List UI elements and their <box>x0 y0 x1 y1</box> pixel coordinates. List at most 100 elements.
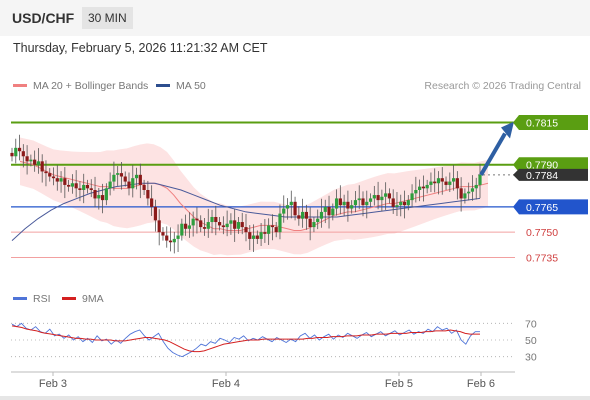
candle-body <box>372 195 376 199</box>
candle <box>176 224 180 253</box>
level-tag-box <box>513 115 588 131</box>
candle-body <box>180 223 184 236</box>
candle-body <box>202 227 207 229</box>
candle <box>240 212 244 235</box>
candle <box>463 188 467 204</box>
candle <box>338 185 342 215</box>
timeframe-selector[interactable]: 30 MIN <box>82 7 133 29</box>
candle <box>304 204 308 230</box>
candle-body <box>350 205 354 209</box>
time-tick-label: Feb 4 <box>212 378 240 390</box>
candle-body <box>357 198 361 201</box>
candle-body <box>338 198 342 206</box>
candle <box>251 224 256 253</box>
candle <box>433 168 437 193</box>
candle-body <box>70 183 74 187</box>
level-tag-text: 0.7735 <box>526 252 558 264</box>
candle-body <box>123 176 127 182</box>
candle <box>93 176 97 208</box>
candle <box>146 180 150 206</box>
candle-body <box>410 193 414 201</box>
candle-body <box>89 188 93 190</box>
candle-body <box>93 190 97 199</box>
candle-body <box>127 181 131 189</box>
candle <box>323 199 327 224</box>
candle-body <box>44 171 48 174</box>
candle <box>319 198 324 228</box>
candle <box>285 198 290 220</box>
candle <box>248 225 252 251</box>
candle <box>202 217 207 236</box>
candle-body <box>150 198 154 207</box>
candle <box>153 199 158 232</box>
candle <box>119 162 124 190</box>
candle <box>29 154 33 167</box>
instrument-symbol: USD/CHF <box>12 10 75 26</box>
candle <box>221 216 225 235</box>
candle <box>17 134 22 161</box>
candle <box>206 208 210 238</box>
candle-body <box>285 205 290 209</box>
time-tick-label: Feb 5 <box>385 378 413 390</box>
candle <box>361 191 365 217</box>
level-tag-text: 0.7765 <box>526 202 558 214</box>
candle-body <box>187 225 191 229</box>
candle <box>165 226 169 248</box>
candle-body <box>157 220 161 233</box>
candle-body <box>361 198 365 206</box>
candle <box>150 185 154 216</box>
candle-body <box>21 151 25 157</box>
candle-body <box>33 159 37 165</box>
candle-body <box>134 174 139 179</box>
bollinger-band-layer <box>20 137 488 256</box>
candle-body <box>116 173 120 175</box>
candle-body <box>165 235 169 241</box>
candle <box>33 150 37 172</box>
candle <box>270 214 275 241</box>
rsi-ma-legend: 9MA <box>62 293 104 305</box>
candle-body <box>433 181 437 184</box>
candle-body <box>459 188 463 199</box>
candle <box>467 182 471 201</box>
candle-body <box>334 198 339 209</box>
candle <box>372 185 376 206</box>
candle <box>444 176 448 190</box>
candle <box>229 213 233 235</box>
candle <box>289 190 293 219</box>
candle-body <box>233 220 237 229</box>
candle <box>195 207 199 234</box>
candle <box>89 179 93 198</box>
candle <box>448 172 452 193</box>
projection-arrow-head <box>501 121 514 139</box>
rsi-tick-label: 30 <box>525 352 537 364</box>
level-tag-0.7750: 0.7750 <box>526 227 558 239</box>
candle-body <box>176 235 180 239</box>
candle <box>180 218 184 241</box>
ma20-line <box>19 160 489 231</box>
candle <box>301 198 305 228</box>
level-tag-box <box>513 157 588 173</box>
candle <box>100 183 105 214</box>
candle <box>391 189 395 214</box>
candle-body <box>368 198 373 202</box>
ma50-line <box>11 182 481 241</box>
candle <box>233 209 237 242</box>
candles-layer <box>10 134 482 254</box>
candle-body <box>67 184 71 187</box>
candle-body <box>342 201 346 206</box>
candle <box>74 170 78 198</box>
candle-body <box>153 206 158 221</box>
projection-arrow-layer <box>479 121 514 176</box>
candle <box>116 166 120 186</box>
candle-body <box>293 201 297 216</box>
candle-body <box>319 211 324 219</box>
candle-body <box>467 191 471 194</box>
candle-body <box>274 227 278 233</box>
candle <box>425 179 429 194</box>
candle <box>40 154 44 183</box>
candle <box>108 172 112 196</box>
candle-body <box>248 232 252 239</box>
candle <box>214 205 218 236</box>
